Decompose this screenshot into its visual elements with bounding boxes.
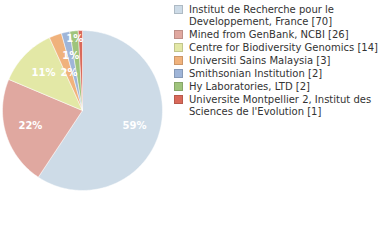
html-text:Hy Laboratories, LTD [2]: Hy Laboratories, LTD [2]	[189, 81, 310, 92]
html-text:Universiti Sains Malaysia [3]: Universiti Sains Malaysia [3]	[189, 55, 331, 66]
svg-text:11%: 11%	[32, 67, 56, 78]
svg-text:59%: 59%	[123, 120, 147, 131]
html-text:Centre for Biodiversity Genomi: Centre for Biodiversity Genomics [14]	[189, 42, 378, 53]
html-text:Institut de Recherche pour le: Institut de Recherche pour le Developpem…	[189, 4, 334, 27]
html-text:Mined from GenBank, NCBI [26]: Mined from GenBank, NCBI [26]	[189, 29, 349, 40]
svg-text:1%: 1%	[66, 33, 83, 44]
svg-text:1%: 1%	[62, 50, 79, 61]
svg-text:22%: 22%	[18, 120, 42, 131]
svg-text:2%: 2%	[60, 67, 77, 78]
html-text:Universite Montpellier 2, Inst: Universite Montpellier 2, Institut des S…	[189, 94, 372, 117]
html-text:Smithsonian Institution [2]: Smithsonian Institution [2]	[189, 68, 323, 79]
